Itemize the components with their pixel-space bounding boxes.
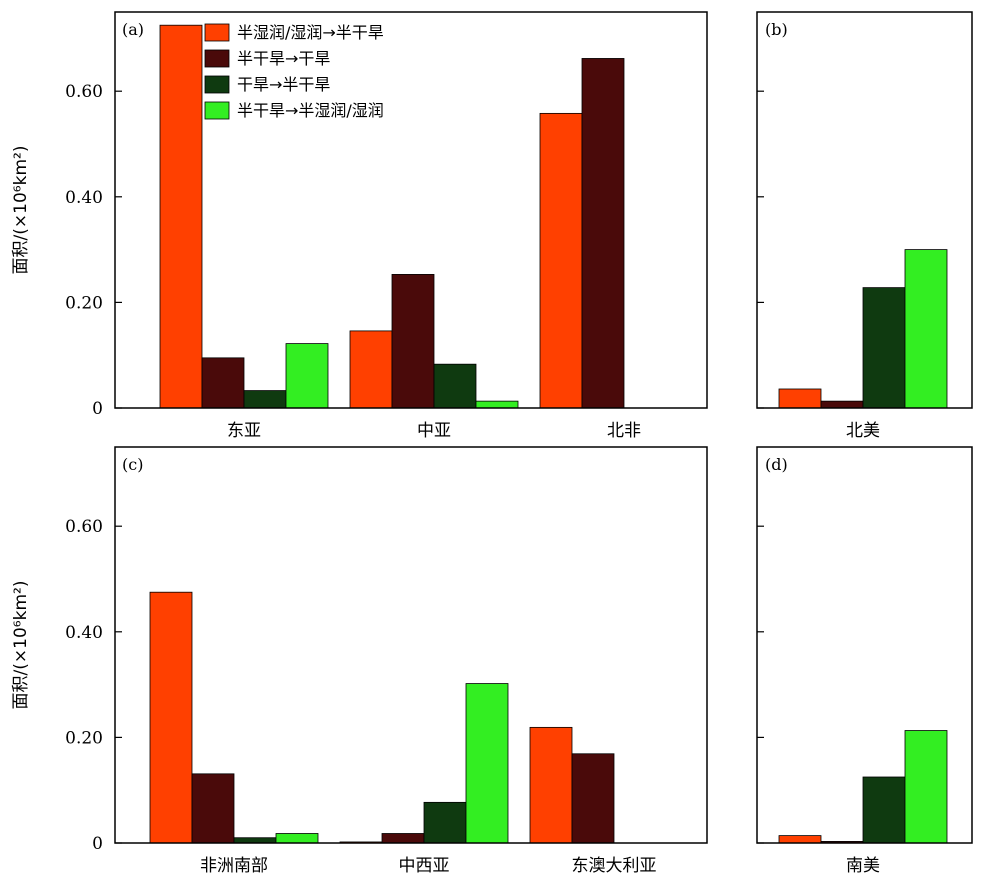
y-tick-label: 0 [92, 834, 103, 854]
bar-a-1-3 [475, 400, 519, 409]
bar-b-0-1 [820, 400, 864, 409]
bar-c-1-1 [381, 833, 425, 844]
bar-a-1-0 [349, 330, 393, 409]
y-axis-label: 面积/(×10⁶km²) [11, 581, 31, 710]
bar-c-0-0 [149, 591, 193, 844]
panel-tag: (d) [765, 455, 788, 474]
panel-a: 东亚 中亚 北非 0 0.20 0.40 0.60 (a) 面积/(×10⁶km²) [11, 11, 708, 441]
y-tick-label: 0.20 [65, 728, 103, 748]
panel-b: 北美 (b) [756, 11, 973, 441]
y-tick-label: 0.20 [65, 293, 103, 313]
bar-a-0-1 [201, 357, 245, 409]
legend-swatch [204, 49, 230, 68]
y-tick-label: 0.40 [65, 188, 103, 208]
bar-a-0-2 [243, 390, 287, 409]
legend-swatch [204, 23, 230, 42]
plot-frame [756, 11, 973, 409]
bar-b-0-3 [904, 249, 948, 409]
bar-c-0-1 [191, 773, 235, 844]
category-label: 北美 [846, 421, 880, 441]
bar-a-0-3 [285, 343, 329, 409]
y-tick-label: 0.40 [65, 623, 103, 643]
y-tick-label: 0 [92, 399, 103, 419]
legend-label: 半干旱→半湿润/湿润 [237, 101, 384, 120]
bar-c-0-3 [275, 833, 319, 844]
panel-tag: (a) [122, 20, 144, 39]
legend-label: 半干旱→干旱 [237, 49, 330, 68]
panel-tag: (b) [765, 20, 788, 39]
bar-c-2-0 [529, 726, 573, 844]
bar-c-2-1 [571, 753, 615, 844]
category-label: 北非 [607, 421, 641, 441]
bar-a-1-2 [433, 363, 477, 409]
panel-c: 非洲南部 中西亚 东澳大利亚 0 0.20 0.40 0.60 (c) 面积/(×10⁶km²) [11, 446, 708, 876]
y-axis-label: 面积/(×10⁶km²) [11, 146, 31, 275]
category-label: 中西亚 [399, 856, 450, 876]
bar-d-0-2 [862, 776, 906, 844]
plot-frame [114, 11, 708, 409]
legend-label: 干旱→半干旱 [237, 75, 330, 94]
y-tick-label: 0.60 [65, 517, 103, 537]
bar-a-0-0 [159, 24, 203, 409]
legend-swatch [204, 101, 230, 120]
bar-d-0-0 [778, 835, 822, 844]
y-tick-label: 0.60 [65, 82, 103, 102]
category-label: 东亚 [227, 421, 261, 441]
legend-label: 半湿润/湿润→半干旱 [237, 23, 384, 42]
category-label: 南美 [846, 856, 880, 876]
category-label: 非洲南部 [200, 856, 268, 876]
bar-b-0-0 [778, 388, 822, 409]
panel-tag: (c) [122, 455, 143, 474]
bar-b-0-2 [862, 287, 906, 409]
category-label: 中亚 [417, 421, 451, 441]
bar-c-0-2 [233, 837, 277, 844]
category-label: 东澳大利亚 [572, 856, 657, 876]
plot-frame [114, 446, 708, 844]
bar-d-0-3 [904, 730, 948, 844]
plot-frame [756, 446, 973, 844]
legend-swatch [204, 75, 230, 94]
panel-d: 南美 (d) [756, 446, 973, 876]
bar-c-1-3 [465, 683, 509, 844]
bar-a-1-1 [391, 274, 435, 409]
bar-c-1-2 [423, 801, 467, 844]
bar-a-2-1 [581, 58, 625, 409]
bar-a-2-0 [539, 112, 583, 409]
